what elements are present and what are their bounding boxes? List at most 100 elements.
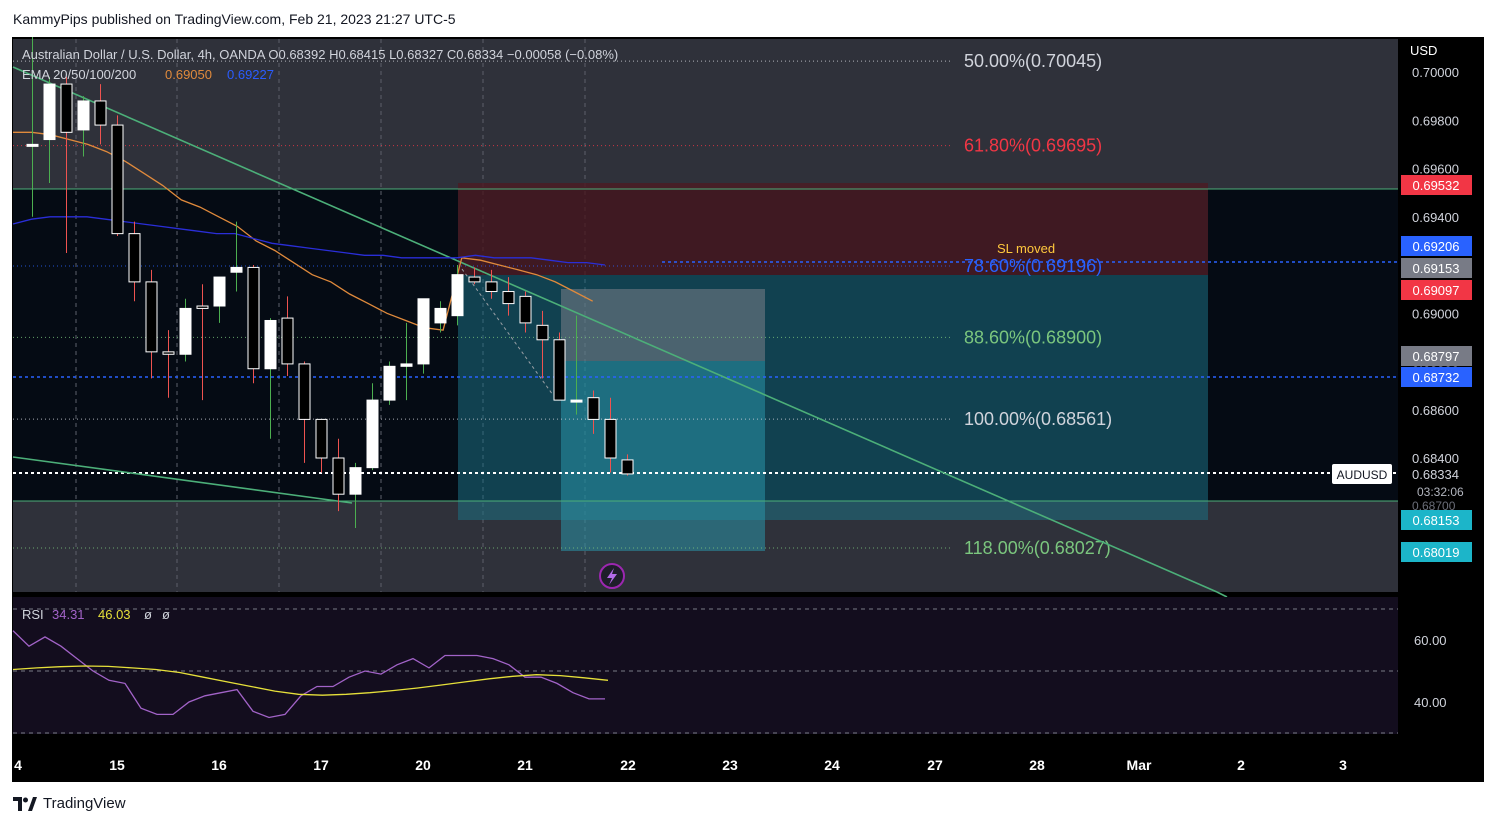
legend-ema-v1: 0.69050 [165,67,212,82]
trendlines[interactable] [12,66,1228,598]
candle-body [468,276,481,283]
rsi-value-1: 34.31 [52,607,85,622]
rsi-value-2: 46.03 [98,607,131,622]
target-zone-2 [561,361,765,551]
price-tag-value: 0.68732 [1413,370,1460,385]
candle-body [162,351,175,355]
fib-extension: 50.00%(0.70045) 61.80%(0.69695) 78.60%(0.6… [13,51,1112,558]
price-tag-value: 0.68797 [1413,349,1460,364]
tag-0-68700: 0.68700 [1412,499,1456,513]
candle-body [315,418,328,459]
time-tick: 22 [620,757,636,773]
time-tick: 27 [927,757,943,773]
candle-body [247,266,260,370]
stop-zone-2 [561,289,765,361]
last-price-tag: AUDUSD 0.68334 03:32:06 0.68700 [1332,464,1464,513]
brand-label: TradingView [43,795,126,812]
descending-trendline [12,66,1218,593]
candle-body [26,143,39,147]
price-tag-bg [1401,542,1472,562]
chart-frame[interactable]: 50.00%(0.70045) 61.80%(0.69695) 78.60%(0.6… [12,37,1484,782]
candle-body [485,281,498,293]
rsi-tick: 40.00 [1414,695,1447,710]
lower-trendline [12,456,353,504]
price-tag-value: 0.69532 [1413,178,1460,193]
price-tag-bg [1401,258,1472,278]
price-tag-value: 0.68019 [1413,545,1460,560]
candle-body [332,457,345,495]
candle-body [111,124,124,235]
candle-body [60,83,73,133]
candle-body [145,281,158,353]
candle-body [451,274,464,317]
price-tag-bg [1401,236,1472,256]
time-tick: 15 [109,757,125,773]
price-tag-value: 0.69097 [1413,283,1460,298]
candle-body [417,298,430,365]
lightning-icon[interactable] [599,563,625,589]
time-axis[interactable]: 4 15 16 17 20 21 22 23 24 27 28 Mar 2 3 [14,757,1347,773]
candle-body [400,363,413,367]
rsi-pane[interactable] [13,597,1398,734]
price-tag-value: 0.69206 [1413,239,1460,254]
price-tick: 0.68600 [1412,403,1459,418]
time-tick: 4 [14,757,22,773]
candle-body [179,307,192,355]
countdown: 03:32:06 [1417,485,1464,499]
candle-body [230,266,243,273]
price-tag-bg [1401,346,1472,366]
price-tag-value: 0.68153 [1413,513,1460,528]
tradingview-logo[interactable]: TradingView [13,795,126,812]
candle-body [366,399,379,469]
fib-label: 100.00%(0.68561) [964,409,1112,429]
fib-label: 61.80%(0.69695) [964,136,1102,156]
candle-body [281,317,294,365]
fib-label: 50.00%(0.70045) [964,51,1102,71]
candle-body [77,100,90,131]
price-tag-bg [1401,175,1472,195]
chart-canvas[interactable]: 50.00%(0.70045) 61.80%(0.69695) 78.60%(0.6… [12,37,1484,782]
price-tick: 0.68400 [1412,451,1459,466]
time-tick: 24 [824,757,840,773]
tradingview-logo-icon [13,796,37,811]
candle-body [434,307,447,324]
legend-ema-label: EMA 20/50/100/200 [22,67,136,82]
candle-body [519,295,532,324]
candle-body [43,83,56,141]
time-tick: 28 [1029,757,1045,773]
fib-label: 118.00%(0.68027) [964,538,1111,558]
time-tick: 20 [415,757,431,773]
price-tick: 0.69600 [1412,162,1459,177]
candle-body [213,276,226,307]
candle-body [502,291,515,305]
price-tick: 0.69800 [1412,113,1459,128]
time-tick: 3 [1339,757,1347,773]
price-tick: 0.69000 [1412,306,1459,321]
candle-body [536,324,549,341]
candle-body [264,319,277,370]
sl-moved-label: SL moved [997,241,1055,256]
candle-body [298,363,311,420]
candle-body [128,233,141,283]
fib-label: 88.60%(0.68900) [964,327,1102,347]
candle-body [604,418,617,459]
price-tag-bg [1401,280,1472,300]
rsi-indicator [12,608,1398,734]
last-price-value: 0.68334 [1412,467,1459,482]
time-tick: 16 [211,757,227,773]
projection-dashed [461,268,554,396]
price-tag-bg [1401,510,1472,530]
legend-ema-v2: 0.69227 [227,67,274,82]
price-tick: 0.69400 [1412,210,1459,225]
price-tag-bg [1401,367,1472,387]
time-tick: 2 [1237,757,1245,773]
rsi-line [12,630,605,719]
candles[interactable] [26,37,634,528]
fib-label: 78.60%(0.69196) [964,256,1102,276]
publish-info: KammyPips published on TradingView.com, … [13,11,456,27]
candle-body [553,339,566,401]
rsi-value-4: ø [162,607,170,622]
ema-20-line [13,131,593,331]
candle-body [196,305,209,309]
candle-body [349,467,362,495]
